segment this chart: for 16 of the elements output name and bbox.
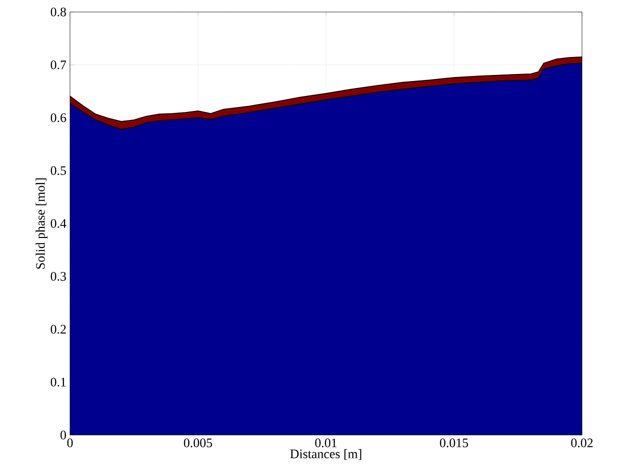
y-tick-label: 0.7: [50, 60, 66, 70]
x-tick-label: 0.005: [184, 438, 212, 448]
x-tick-label: 0.015: [440, 438, 468, 448]
y-tick-label: 0.4: [50, 219, 66, 228]
y-tick-label: 0: [60, 430, 66, 440]
y-tick-label: 0.1: [50, 378, 66, 387]
y-tick-label: 0.6: [50, 113, 66, 122]
y-tick-label: 0.8: [50, 8, 66, 16]
x-tick-label: 0.01: [315, 438, 337, 448]
y-tick-label: 0.3: [50, 272, 66, 281]
x-tick-label: 0.02: [571, 438, 593, 448]
x-axis-title: Distances [m]: [290, 449, 362, 460]
x-tick-label: 0: [67, 438, 73, 448]
y-axis-title: Solid phase [mol]: [36, 178, 48, 269]
y-tick-label: 0.2: [50, 324, 66, 334]
y-tick-label: 0.5: [50, 166, 66, 176]
